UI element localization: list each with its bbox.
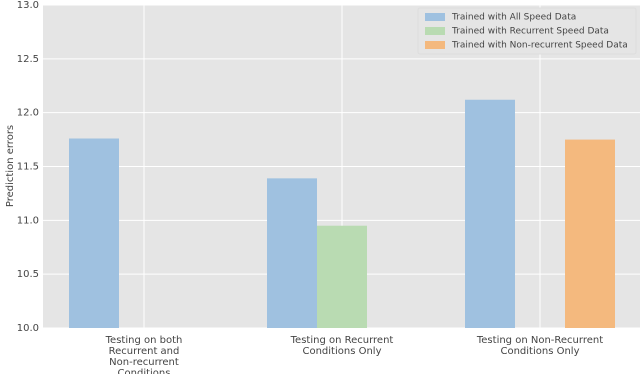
y-tick-label: 12.5	[17, 54, 39, 65]
legend-label: Trained with Recurrent Speed Data	[451, 27, 609, 37]
y-tick-label: 11.0	[17, 215, 39, 226]
bar	[69, 138, 119, 328]
y-tick-label: 13.0	[17, 0, 39, 11]
y-tick-label: 10.0	[17, 323, 39, 334]
legend-label: Trained with Non-recurrent Speed Data	[451, 41, 628, 51]
legend: Trained with All Speed Data Trained with …	[417, 7, 637, 55]
y-axis-label: Prediction errors	[5, 125, 16, 207]
bar	[267, 178, 317, 328]
x-tick-label: Testing on Non-Recurrent Conditions Only	[476, 335, 603, 357]
legend-label: Trained with All Speed Data	[451, 13, 576, 23]
legend-box	[417, 7, 637, 55]
y-tick-label: 12.0	[17, 108, 39, 119]
x-tick-label: Testing on Recurrent Conditions Only	[290, 335, 394, 357]
bar	[317, 225, 367, 328]
legend-swatch	[425, 13, 445, 21]
y-tick-label: 11.5	[17, 162, 39, 173]
legend-swatch	[425, 41, 445, 49]
bar	[565, 139, 615, 328]
x-tick-label: Testing on both Recurrent and Non-recurren…	[105, 335, 183, 374]
legend-swatch	[425, 27, 445, 35]
bar	[465, 99, 515, 328]
y-tick-label: 10.5	[17, 269, 39, 280]
